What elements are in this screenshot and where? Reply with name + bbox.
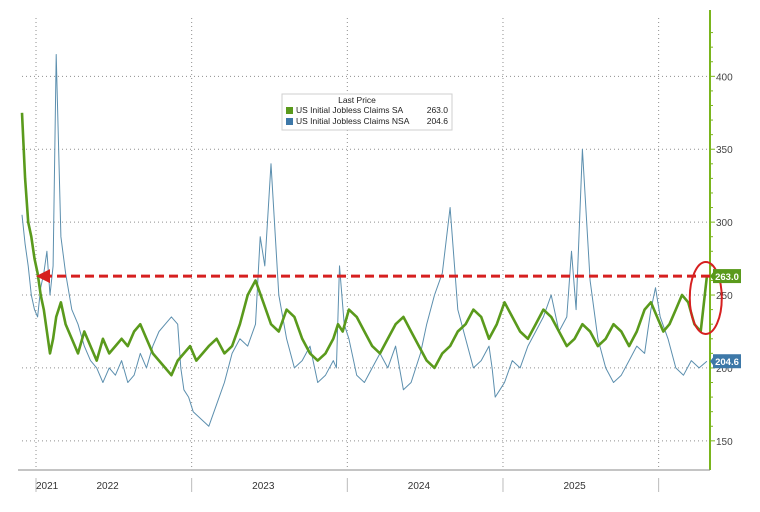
y-tick-label: 400 [716, 72, 733, 83]
x-tick-label: 2024 [408, 481, 431, 492]
legend-swatch [286, 118, 293, 125]
legend-entry-name: US Initial Jobless Claims NSA [296, 116, 410, 126]
x-tick-label: 2022 [96, 481, 119, 492]
arrow-head [36, 269, 51, 284]
sa-series-line [20, 112, 709, 377]
nsa-last-value-box [713, 354, 741, 369]
legend-entry-name: US Initial Jobless Claims SA [296, 105, 404, 115]
highlight-circle [688, 260, 723, 335]
y-tick-label: 350 [716, 145, 733, 156]
y-tick-label: 150 [716, 437, 733, 448]
nsa-last-value-pointer [710, 356, 714, 367]
legend-entry-value: 204.6 [427, 116, 449, 126]
sa-last-value-pointer [710, 271, 714, 282]
x-tick-label: 2023 [252, 481, 275, 492]
legend-entry-value: 263.0 [427, 105, 449, 115]
y-tick-label: 250 [716, 291, 733, 302]
legend-box [281, 93, 453, 131]
sa-last-value-box [713, 269, 741, 284]
legend-swatch [286, 107, 293, 114]
y-tick-label: 300 [716, 218, 733, 229]
x-tick-label: 2025 [563, 481, 586, 492]
y-tick-label: 200 [716, 364, 733, 375]
x-tick-label: 2021 [36, 481, 59, 492]
nsa-series-line [21, 54, 708, 427]
sa-last-value-label: 263.0 [715, 272, 739, 283]
legend-title: Last Price [338, 95, 376, 105]
nsa-last-value-label: 204.6 [715, 357, 739, 368]
